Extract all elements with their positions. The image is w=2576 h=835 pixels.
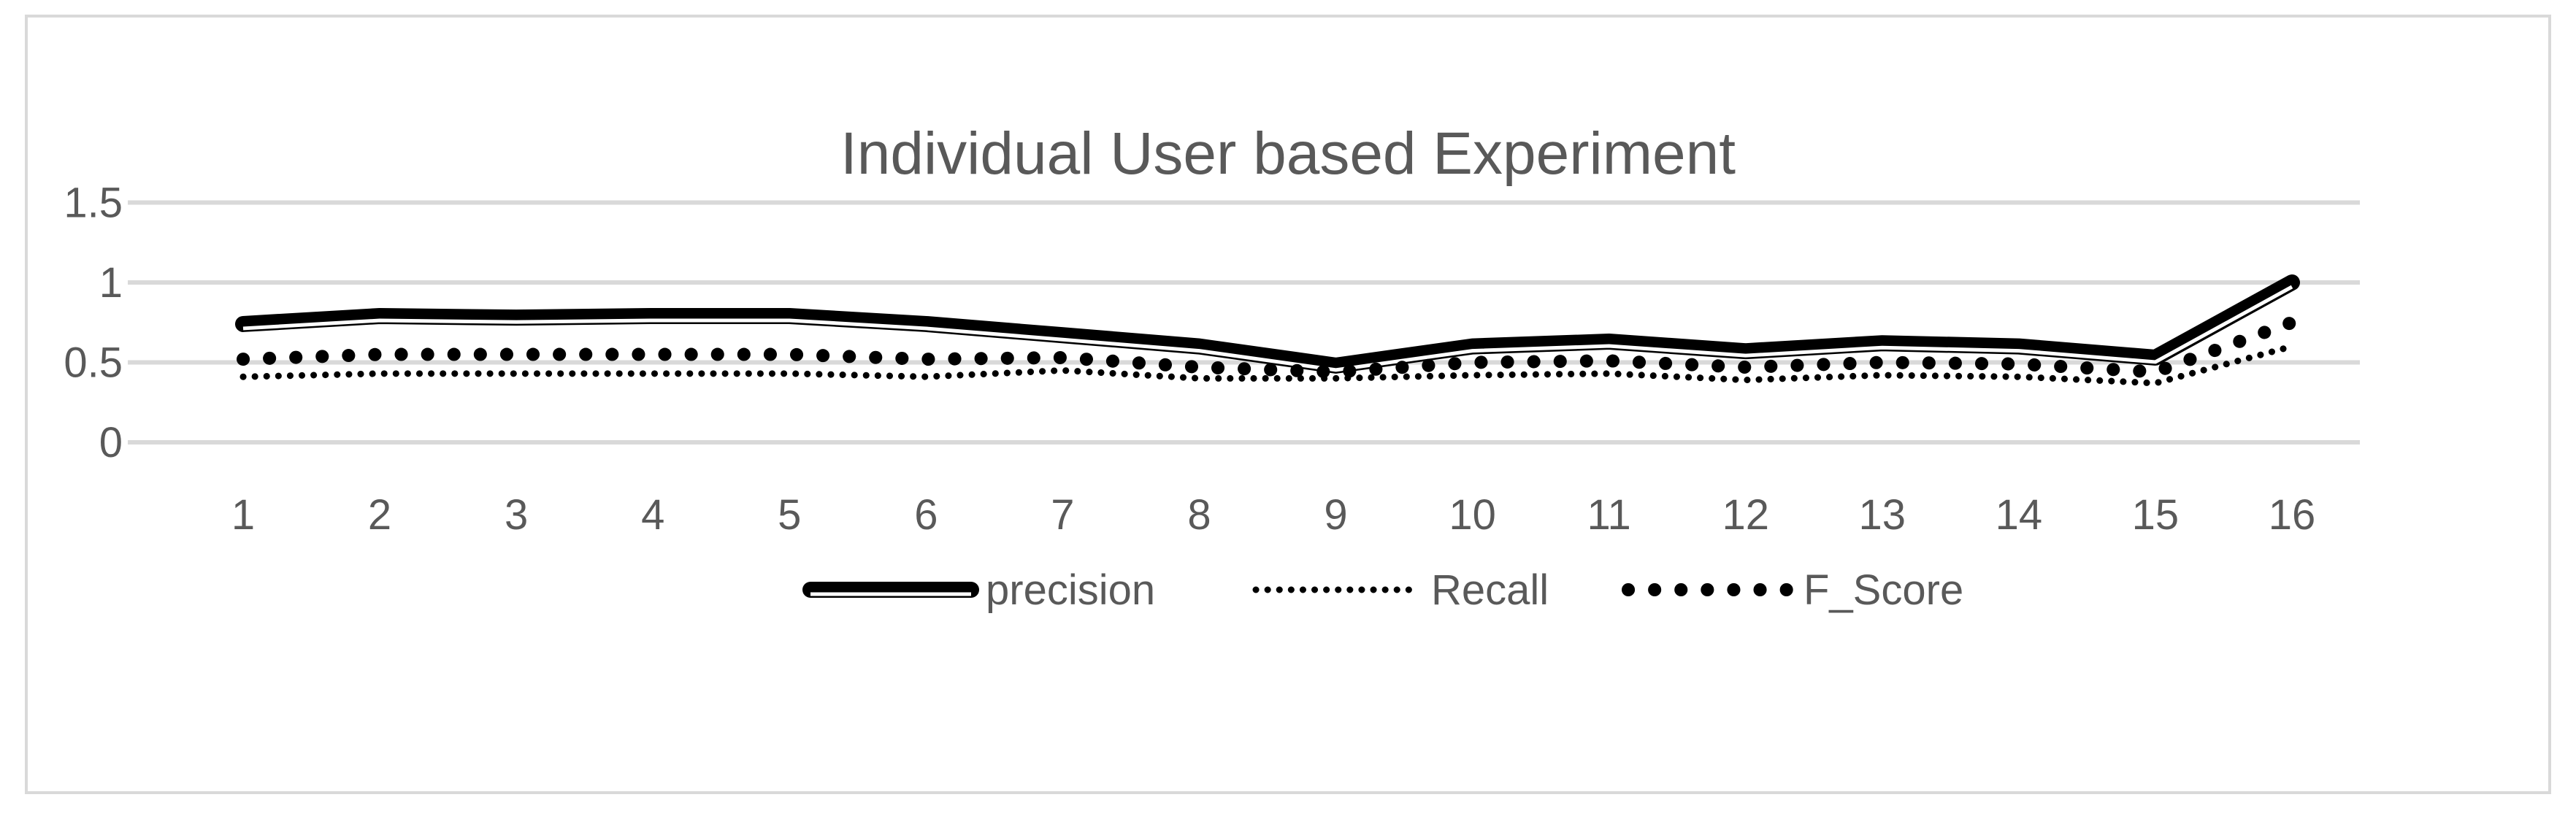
x-tick-label: 15 xyxy=(2132,491,2180,539)
x-tick-label: 9 xyxy=(1324,491,1347,539)
series-line-f_score xyxy=(237,315,2299,379)
legend-label: Recall xyxy=(1431,566,1549,614)
x-tick-label: 2 xyxy=(368,491,391,539)
chart-frame xyxy=(25,15,2551,794)
y-tick-label: 1.5 xyxy=(64,180,123,227)
series-line-precision xyxy=(242,285,2293,372)
x-tick-label: 14 xyxy=(1996,491,2043,539)
y-tick-label: 1 xyxy=(99,259,123,307)
y-tick-label: 0 xyxy=(99,419,123,466)
x-tick-label: 11 xyxy=(1587,491,1631,539)
legend-label: precision xyxy=(986,566,1155,614)
x-tick-label: 12 xyxy=(1722,491,1769,539)
series-line-recall xyxy=(239,343,2296,387)
x-tick-label: 7 xyxy=(1051,491,1074,539)
legend-label: F_Score xyxy=(1803,566,1963,614)
x-tick-label: 4 xyxy=(641,491,664,539)
x-tick-label: 8 xyxy=(1187,491,1211,539)
y-tick-label: 0.5 xyxy=(64,339,123,387)
x-tick-label: 13 xyxy=(1859,491,1906,539)
x-tick-label: 1 xyxy=(231,491,255,539)
x-tick-label: 5 xyxy=(778,491,801,539)
chart-title: Individual User based Experiment xyxy=(840,120,1736,187)
legend-item-recall: Recall xyxy=(1252,566,1549,614)
x-tick-label: 3 xyxy=(505,491,528,539)
series-line-precision xyxy=(235,274,2300,374)
x-tick-label: 6 xyxy=(914,491,938,539)
legend-item-f_score: F_Score xyxy=(1622,566,1963,614)
x-tick-label: 10 xyxy=(1449,491,1496,539)
legend-item-precision: precision xyxy=(802,566,1155,614)
x-tick-label: 16 xyxy=(2269,491,2316,539)
